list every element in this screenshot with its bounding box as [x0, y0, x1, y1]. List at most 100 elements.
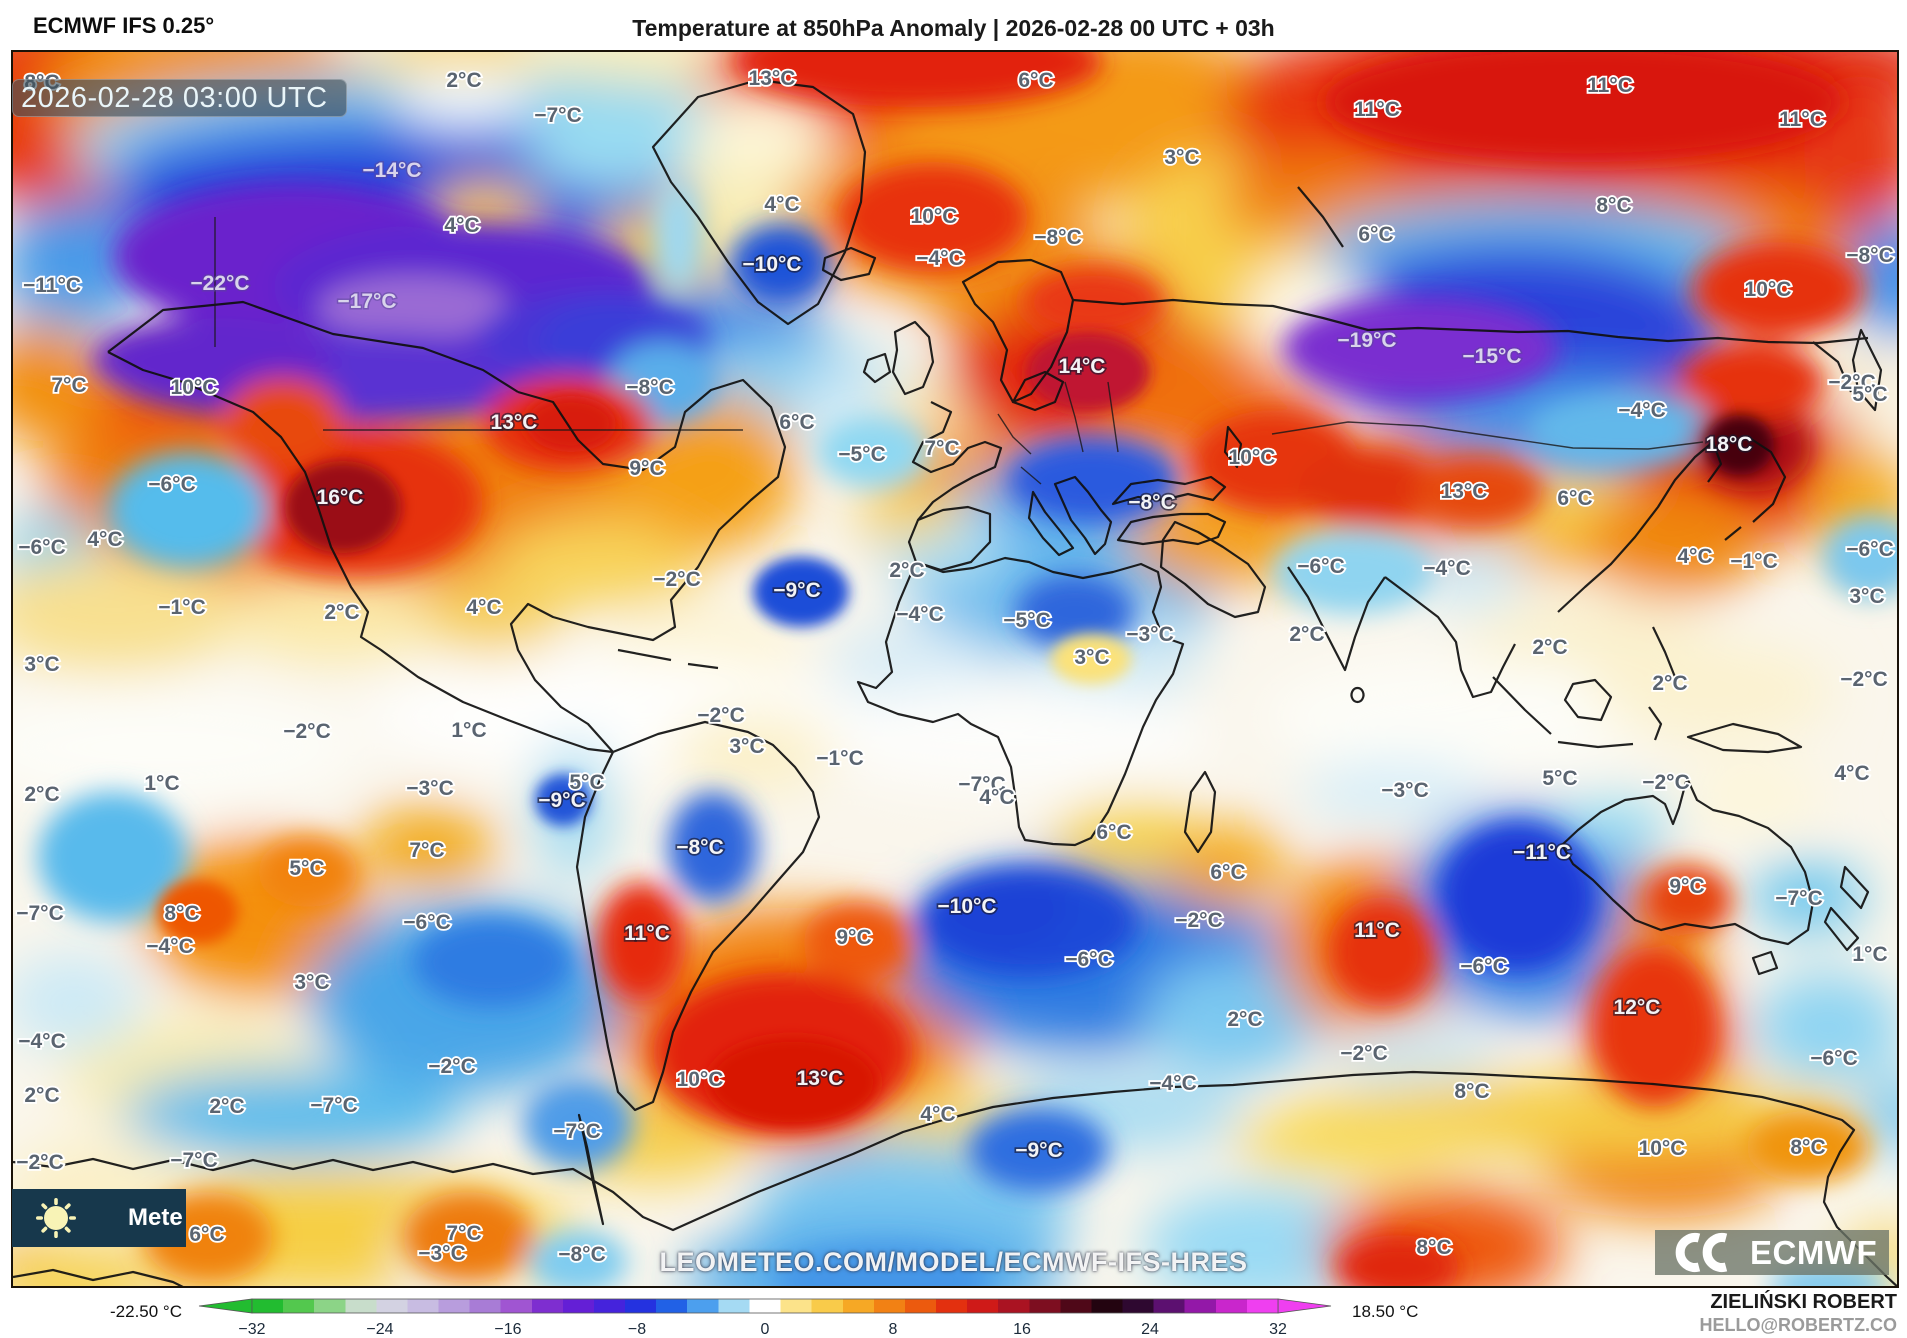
- svg-text:−19°C: −19°C: [1337, 329, 1396, 352]
- svg-text:−4°C: −4°C: [1618, 399, 1666, 422]
- svg-text:−1°C: −1°C: [816, 747, 864, 770]
- svg-text:7°C: 7°C: [446, 1222, 481, 1245]
- svg-text:−32: −32: [238, 1321, 265, 1338]
- svg-text:9°C: 9°C: [1669, 875, 1704, 898]
- svg-text:8: 8: [889, 1321, 898, 1338]
- svg-text:24: 24: [1141, 1321, 1159, 1338]
- svg-text:−8°C: −8°C: [558, 1243, 606, 1266]
- svg-text:−7°C: −7°C: [310, 1094, 358, 1117]
- svg-text:−16: −16: [494, 1321, 521, 1338]
- svg-text:−10°C: −10°C: [742, 253, 801, 276]
- svg-text:4°C: 4°C: [979, 786, 1014, 809]
- svg-text:−8°C: −8°C: [1128, 491, 1176, 514]
- svg-text:7°C: 7°C: [409, 839, 444, 862]
- svg-text:−1°C: −1°C: [158, 596, 206, 619]
- svg-text:−24: −24: [366, 1321, 393, 1338]
- svg-text:11°C: 11°C: [1779, 108, 1825, 131]
- svg-text:−3°C: −3°C: [418, 1242, 466, 1265]
- svg-text:16°C: 16°C: [317, 486, 364, 509]
- svg-text:8°C: 8°C: [164, 902, 199, 925]
- svg-text:13°C: 13°C: [491, 411, 538, 434]
- svg-text:10°C: 10°C: [171, 376, 218, 399]
- svg-text:5°C: 5°C: [1542, 767, 1577, 790]
- svg-text:4°C: 4°C: [444, 214, 479, 237]
- svg-text:3°C: 3°C: [1074, 646, 1109, 669]
- svg-text:6°C: 6°C: [1358, 223, 1393, 246]
- svg-text:−2°C: −2°C: [1642, 771, 1690, 794]
- svg-text:13°C: 13°C: [1441, 480, 1488, 503]
- svg-text:−4°C: −4°C: [896, 603, 944, 626]
- svg-text:−8°C: −8°C: [1034, 226, 1082, 249]
- svg-text:7°C: 7°C: [51, 374, 86, 397]
- svg-text:−2°C: −2°C: [697, 704, 745, 727]
- svg-text:4°C: 4°C: [1677, 545, 1712, 568]
- svg-text:−5°C: −5°C: [838, 443, 886, 466]
- svg-text:4°C: 4°C: [466, 596, 501, 619]
- svg-text:2°C: 2°C: [1532, 636, 1567, 659]
- svg-text:18°C: 18°C: [1706, 433, 1753, 456]
- svg-text:−7°C: −7°C: [534, 104, 582, 127]
- svg-text:−7°C: −7°C: [170, 1149, 218, 1172]
- svg-text:11°C: 11°C: [1354, 919, 1400, 942]
- svg-text:−8°C: −8°C: [626, 376, 674, 399]
- svg-text:−6°C: −6°C: [1846, 538, 1894, 561]
- svg-text:−9°C: −9°C: [773, 579, 821, 602]
- svg-text:−6°C: −6°C: [1065, 948, 1113, 971]
- svg-text:−2°C: −2°C: [16, 1151, 64, 1174]
- svg-text:14°C: 14°C: [1059, 355, 1106, 378]
- svg-text:3°C: 3°C: [1849, 585, 1884, 608]
- svg-text:2°C: 2°C: [446, 69, 481, 92]
- svg-text:10°C: 10°C: [911, 205, 958, 228]
- svg-text:2°C: 2°C: [324, 601, 359, 624]
- svg-text:−10°C: −10°C: [937, 895, 996, 918]
- svg-text:−7°C: −7°C: [16, 902, 64, 925]
- svg-text:5°C: 5°C: [569, 771, 604, 794]
- svg-text:2°C: 2°C: [1227, 1008, 1262, 1031]
- svg-text:−6°C: −6°C: [1460, 955, 1508, 978]
- svg-text:2°C: 2°C: [1289, 623, 1324, 646]
- svg-text:1°C: 1°C: [451, 719, 486, 742]
- svg-text:−2°C: −2°C: [1828, 371, 1876, 394]
- svg-text:3°C: 3°C: [1164, 146, 1199, 169]
- svg-text:−2°C: −2°C: [1840, 668, 1888, 691]
- svg-text:6°C: 6°C: [1557, 487, 1592, 510]
- svg-text:−3°C: −3°C: [406, 777, 454, 800]
- svg-text:0: 0: [761, 1321, 770, 1338]
- svg-text:−4°C: −4°C: [18, 1030, 66, 1053]
- svg-text:8°C: 8°C: [1454, 1080, 1489, 1103]
- svg-text:12°C: 12°C: [1614, 996, 1661, 1019]
- svg-text:−6°C: −6°C: [403, 911, 451, 934]
- svg-text:−6°C: −6°C: [1297, 555, 1345, 578]
- svg-text:2°C: 2°C: [889, 559, 924, 582]
- svg-text:−1°C: −1°C: [1730, 550, 1778, 573]
- svg-text:−14°C: −14°C: [362, 159, 421, 182]
- svg-text:−7°C: −7°C: [553, 1120, 601, 1143]
- svg-text:−4°C: −4°C: [146, 935, 194, 958]
- svg-text:4°C: 4°C: [87, 528, 122, 551]
- svg-text:18.50 °C: 18.50 °C: [1352, 1302, 1418, 1321]
- svg-text:3°C: 3°C: [24, 653, 59, 676]
- svg-text:−8°C: −8°C: [1846, 244, 1894, 267]
- svg-text:8°C: 8°C: [1596, 194, 1631, 217]
- svg-text:−2°C: −2°C: [1340, 1042, 1388, 1065]
- svg-text:−15°C: −15°C: [1462, 345, 1521, 368]
- svg-text:−6°C: −6°C: [148, 473, 196, 496]
- svg-text:−3°C: −3°C: [1126, 623, 1174, 646]
- svg-text:2°C: 2°C: [24, 783, 59, 806]
- svg-text:−9°C: −9°C: [538, 789, 586, 812]
- svg-text:1°C: 1°C: [1852, 943, 1887, 966]
- svg-text:2°C: 2°C: [24, 1084, 59, 1107]
- svg-text:13°C: 13°C: [749, 67, 796, 90]
- svg-text:9°C: 9°C: [836, 926, 871, 949]
- svg-text:−7°C: −7°C: [1775, 887, 1823, 910]
- svg-text:3°C: 3°C: [729, 735, 764, 758]
- svg-text:−4°C: −4°C: [916, 247, 964, 270]
- svg-text:9°C: 9°C: [629, 457, 664, 480]
- svg-text:13°C: 13°C: [797, 1067, 844, 1090]
- svg-text:1°C: 1°C: [144, 772, 179, 795]
- svg-text:2°C: 2°C: [1652, 672, 1687, 695]
- svg-text:10°C: 10°C: [1229, 446, 1276, 469]
- svg-text:6°C: 6°C: [189, 1223, 224, 1246]
- svg-text:−5°C: −5°C: [1003, 609, 1051, 632]
- svg-text:−3°C: −3°C: [1381, 779, 1429, 802]
